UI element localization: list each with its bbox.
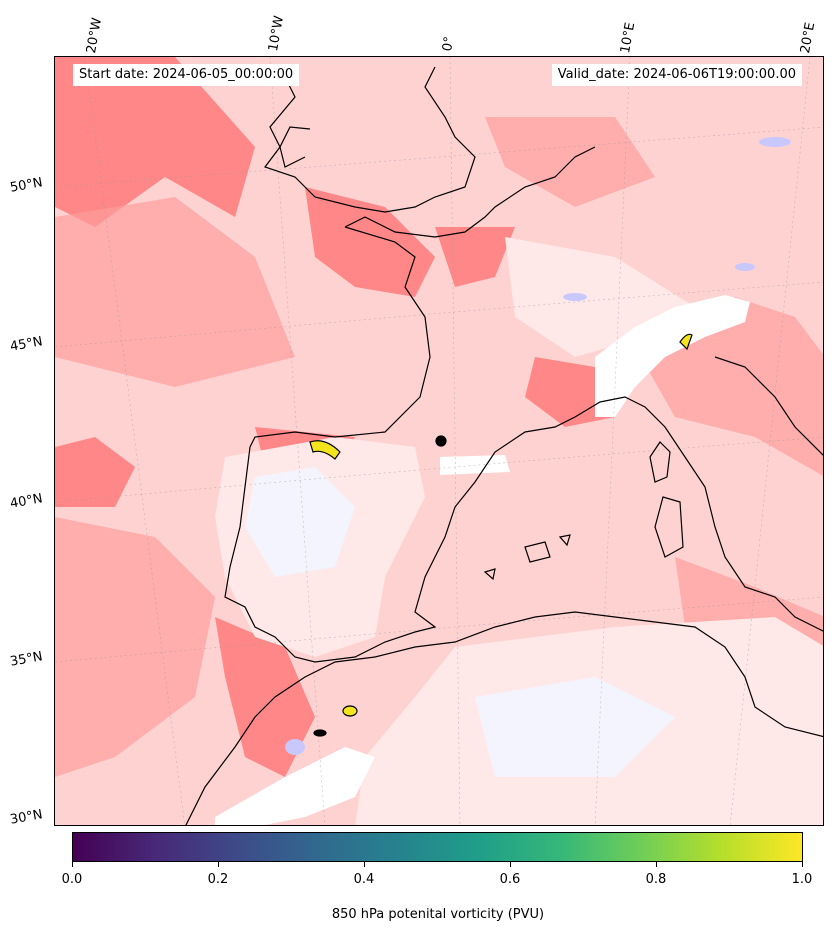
- coastline-sardinia: [654, 496, 684, 558]
- colorbar-tick-mark: [72, 862, 73, 867]
- colorbar-tick-mark: [656, 862, 657, 867]
- start-date-label: Start date: 2024-06-05_00:00:00: [73, 64, 300, 86]
- high-pv-spots: [309, 333, 693, 737]
- colorbar-tick-mark: [218, 862, 219, 867]
- lat-label-50n: 50°N: [8, 175, 44, 196]
- coastlines: [185, 66, 823, 825]
- colorbar-tick-label: 0.4: [353, 872, 375, 887]
- coastline-france-north: [344, 146, 596, 238]
- lat-label-45n: 45°N: [8, 334, 44, 355]
- colorbar: [72, 832, 803, 862]
- lat-label-30n: 30°N: [8, 807, 44, 828]
- colorbar-tick-mark: [802, 862, 803, 867]
- coastline-italy-adriatic: [714, 356, 823, 456]
- gridlines: [55, 57, 823, 825]
- valid-date-label: Valid_date: 2024-06-06T19:00:00.00: [551, 64, 802, 86]
- colorbar-title: 850 hPa potenital vorticity (PVU): [331, 907, 545, 922]
- lon-label-20w: 20°W: [84, 16, 106, 55]
- map-panel: [54, 56, 824, 826]
- coastline-menorca: [558, 534, 571, 547]
- colorbar-tick-mark: [364, 862, 365, 867]
- colorbar-tick-label: 1.0: [791, 872, 813, 887]
- coastline-ibiza: [483, 568, 496, 581]
- colorbar-tick-label: 0.8: [645, 872, 667, 887]
- lon-label-0: 0°: [440, 35, 458, 53]
- negative-pv-patches: [285, 137, 791, 755]
- potential-vorticity-map: [55, 57, 823, 825]
- masked-areas: [215, 295, 750, 825]
- lon-label-10w: 10°W: [266, 14, 288, 53]
- colorbar-tick-label: 0.2: [207, 872, 229, 887]
- coastline-mallorca: [524, 541, 551, 563]
- near-zero-areas: [245, 467, 675, 777]
- coastline-ireland: [279, 126, 311, 168]
- coastline-corsica: [649, 441, 671, 483]
- colorbar-tick-label: 0.6: [499, 872, 521, 887]
- lon-label-20e: 20°E: [798, 21, 819, 55]
- coastline-france-iberia: [224, 226, 823, 663]
- colorbar-tick-mark: [510, 862, 511, 867]
- colorbar-tick-label: 0.0: [61, 872, 83, 887]
- lat-label-35n: 35°N: [8, 649, 44, 670]
- lat-label-40n: 40°N: [8, 491, 44, 512]
- coastline-great-britain: [264, 66, 476, 213]
- coastline-north-africa: [185, 611, 823, 825]
- lon-label-10e: 10°E: [618, 21, 639, 55]
